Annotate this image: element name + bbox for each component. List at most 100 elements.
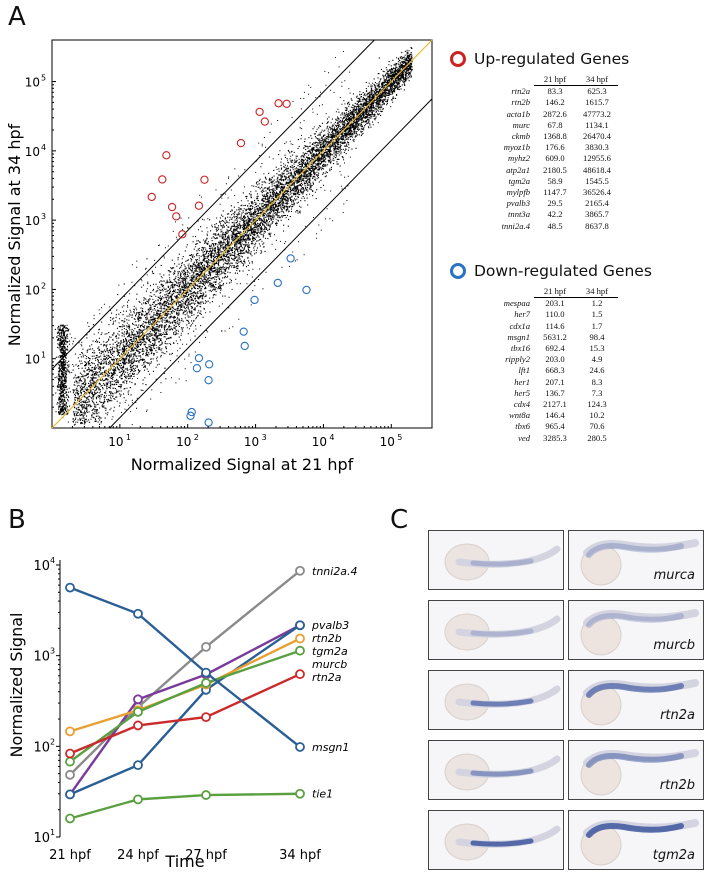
up-regulated-gene-circle xyxy=(194,201,204,210)
embryo-body xyxy=(455,615,561,638)
signal-value: 203.1 xyxy=(545,298,565,309)
ish-dorsal-image xyxy=(428,530,564,590)
embryo-drawing xyxy=(580,749,699,796)
series-point xyxy=(65,582,75,593)
gene-table: 21 hpf 34 hpf mespaa 203.1 1.2 her7 110.0 1.5 cd… xyxy=(470,286,618,444)
series-point xyxy=(133,720,143,731)
gene-table-header: 21 hpf 34 hpf xyxy=(470,74,618,87)
signal-value: 42.2 xyxy=(547,209,563,220)
signal-value: 609.0 xyxy=(545,153,565,164)
gene-name: mylpfb xyxy=(506,187,530,198)
staining xyxy=(586,613,684,628)
series-line xyxy=(69,624,301,796)
series-point xyxy=(201,790,211,800)
signal-value: 203.0 xyxy=(545,354,565,365)
embryo-drawing xyxy=(580,609,699,656)
series-point xyxy=(295,633,305,644)
series-line xyxy=(69,569,301,776)
down-regulated-gene-circle xyxy=(204,418,213,427)
series-point xyxy=(295,620,305,631)
series-point xyxy=(295,788,305,799)
up-regulated-gene-circle xyxy=(282,99,291,108)
series-line xyxy=(69,792,301,820)
panel-label-a: A xyxy=(8,2,26,32)
embryo-drawing xyxy=(444,543,561,581)
line-chart-series xyxy=(65,565,305,824)
scatter-diagonals xyxy=(51,39,433,429)
ish-lateral-image: murca xyxy=(568,530,704,590)
series-point xyxy=(65,813,75,824)
signal-value: 965.4 xyxy=(545,421,565,432)
staining xyxy=(586,543,684,558)
gene-name: wnt8a xyxy=(508,410,530,421)
table-row: pvalb3 29.5 2165.4 xyxy=(470,198,618,209)
x-tick-label: 10 xyxy=(176,435,191,449)
embryo-drawing xyxy=(444,613,561,651)
signal-value: 7.3 xyxy=(591,387,603,398)
embryo-body xyxy=(455,755,561,778)
gene-name: tgm2a xyxy=(508,175,530,186)
scatter-plot: 10 110 110 210 210 310 310 410 410 510 5 Normalize… xyxy=(5,39,433,474)
ish-dorsal-image xyxy=(428,600,564,660)
x-tick-exponent: 1 xyxy=(126,433,131,442)
gene-name: myhz2 xyxy=(508,153,530,164)
header-34hpf: 34 hpf xyxy=(576,286,618,299)
signal-value: 110.0 xyxy=(545,309,565,320)
down-regulated-table: 21 hpf 34 hpf mespaa 203.1 1.2 her7 110.0 1.5 cd… xyxy=(470,286,618,444)
series-label: tgm2a xyxy=(312,645,348,658)
ish-gene-label: rtn2b xyxy=(659,778,695,793)
embryo-drawing xyxy=(444,683,561,721)
series-point xyxy=(65,726,75,737)
up-regulated-gene-circle xyxy=(147,192,156,202)
table-row: msgn1 5631.2 98.4 xyxy=(470,332,618,343)
down-regulated-gene-circle xyxy=(194,353,204,363)
series-point xyxy=(295,565,305,576)
series-label: rtn2a xyxy=(312,671,342,684)
gene-name: lft1 xyxy=(518,365,530,376)
gene-name: mespaa xyxy=(503,297,530,308)
signal-value: 26470.4 xyxy=(583,131,611,142)
series-label: msgn1 xyxy=(312,741,349,754)
signal-value: 70.6 xyxy=(589,421,605,432)
y-tick-exponent: 2 xyxy=(41,281,46,290)
line-chart-ylabel: Normalized Signal xyxy=(7,613,26,758)
ish-gene-label: rtn2a xyxy=(660,708,695,723)
signal-value: 1.7 xyxy=(591,320,603,331)
table-row: tbx6 965.4 70.6 xyxy=(470,421,618,432)
staining xyxy=(470,698,534,707)
series-line xyxy=(69,649,301,763)
series-point xyxy=(65,789,75,800)
scatter-points xyxy=(54,47,413,426)
gene-name: ripply2 xyxy=(505,354,530,365)
signal-value: 10.2 xyxy=(589,410,605,421)
signal-value: 24.6 xyxy=(589,365,605,376)
x-tick-exponent: 2 xyxy=(194,433,199,442)
signal-value: 124.3 xyxy=(587,399,607,410)
table-row: mespaa 203.1 1.2 xyxy=(470,298,618,310)
gene-name: tbx16 xyxy=(510,343,530,354)
signal-value: 2180.5 xyxy=(543,164,567,175)
embryo-drawing xyxy=(444,823,561,861)
signal-value: 12955.6 xyxy=(583,153,611,164)
ish-lateral-image: rtn2b xyxy=(568,740,704,800)
signal-value: 1134.1 xyxy=(585,119,609,130)
up-regulated-gene-circle xyxy=(260,117,269,126)
up-regulated-gene-circle xyxy=(178,230,187,239)
y-tick-label: 10 xyxy=(33,740,50,755)
x-tick-label: 10 xyxy=(312,435,327,449)
signal-value: 83.3 xyxy=(547,86,563,97)
series-line xyxy=(69,624,301,796)
table-row: wnt8a 146.4 10.2 xyxy=(470,410,618,421)
x-tick-label: 34 hpf xyxy=(279,848,321,863)
scatter-xlabel: Normalized Signal at 21 hpf xyxy=(131,455,354,474)
up-regulated-gene-circle xyxy=(200,175,209,184)
scatter-frame xyxy=(51,39,433,429)
gene-name: tnnt3a xyxy=(508,209,530,220)
up-regulated-gene-circle xyxy=(167,202,177,212)
series-point xyxy=(65,769,75,780)
down-regulated-title: Down-regulated Genes xyxy=(474,262,652,280)
header-34hpf: 34 hpf xyxy=(576,74,618,87)
y-tick-label: 10 xyxy=(33,650,50,665)
signal-value: 114.6 xyxy=(545,320,565,331)
staining xyxy=(586,823,684,838)
